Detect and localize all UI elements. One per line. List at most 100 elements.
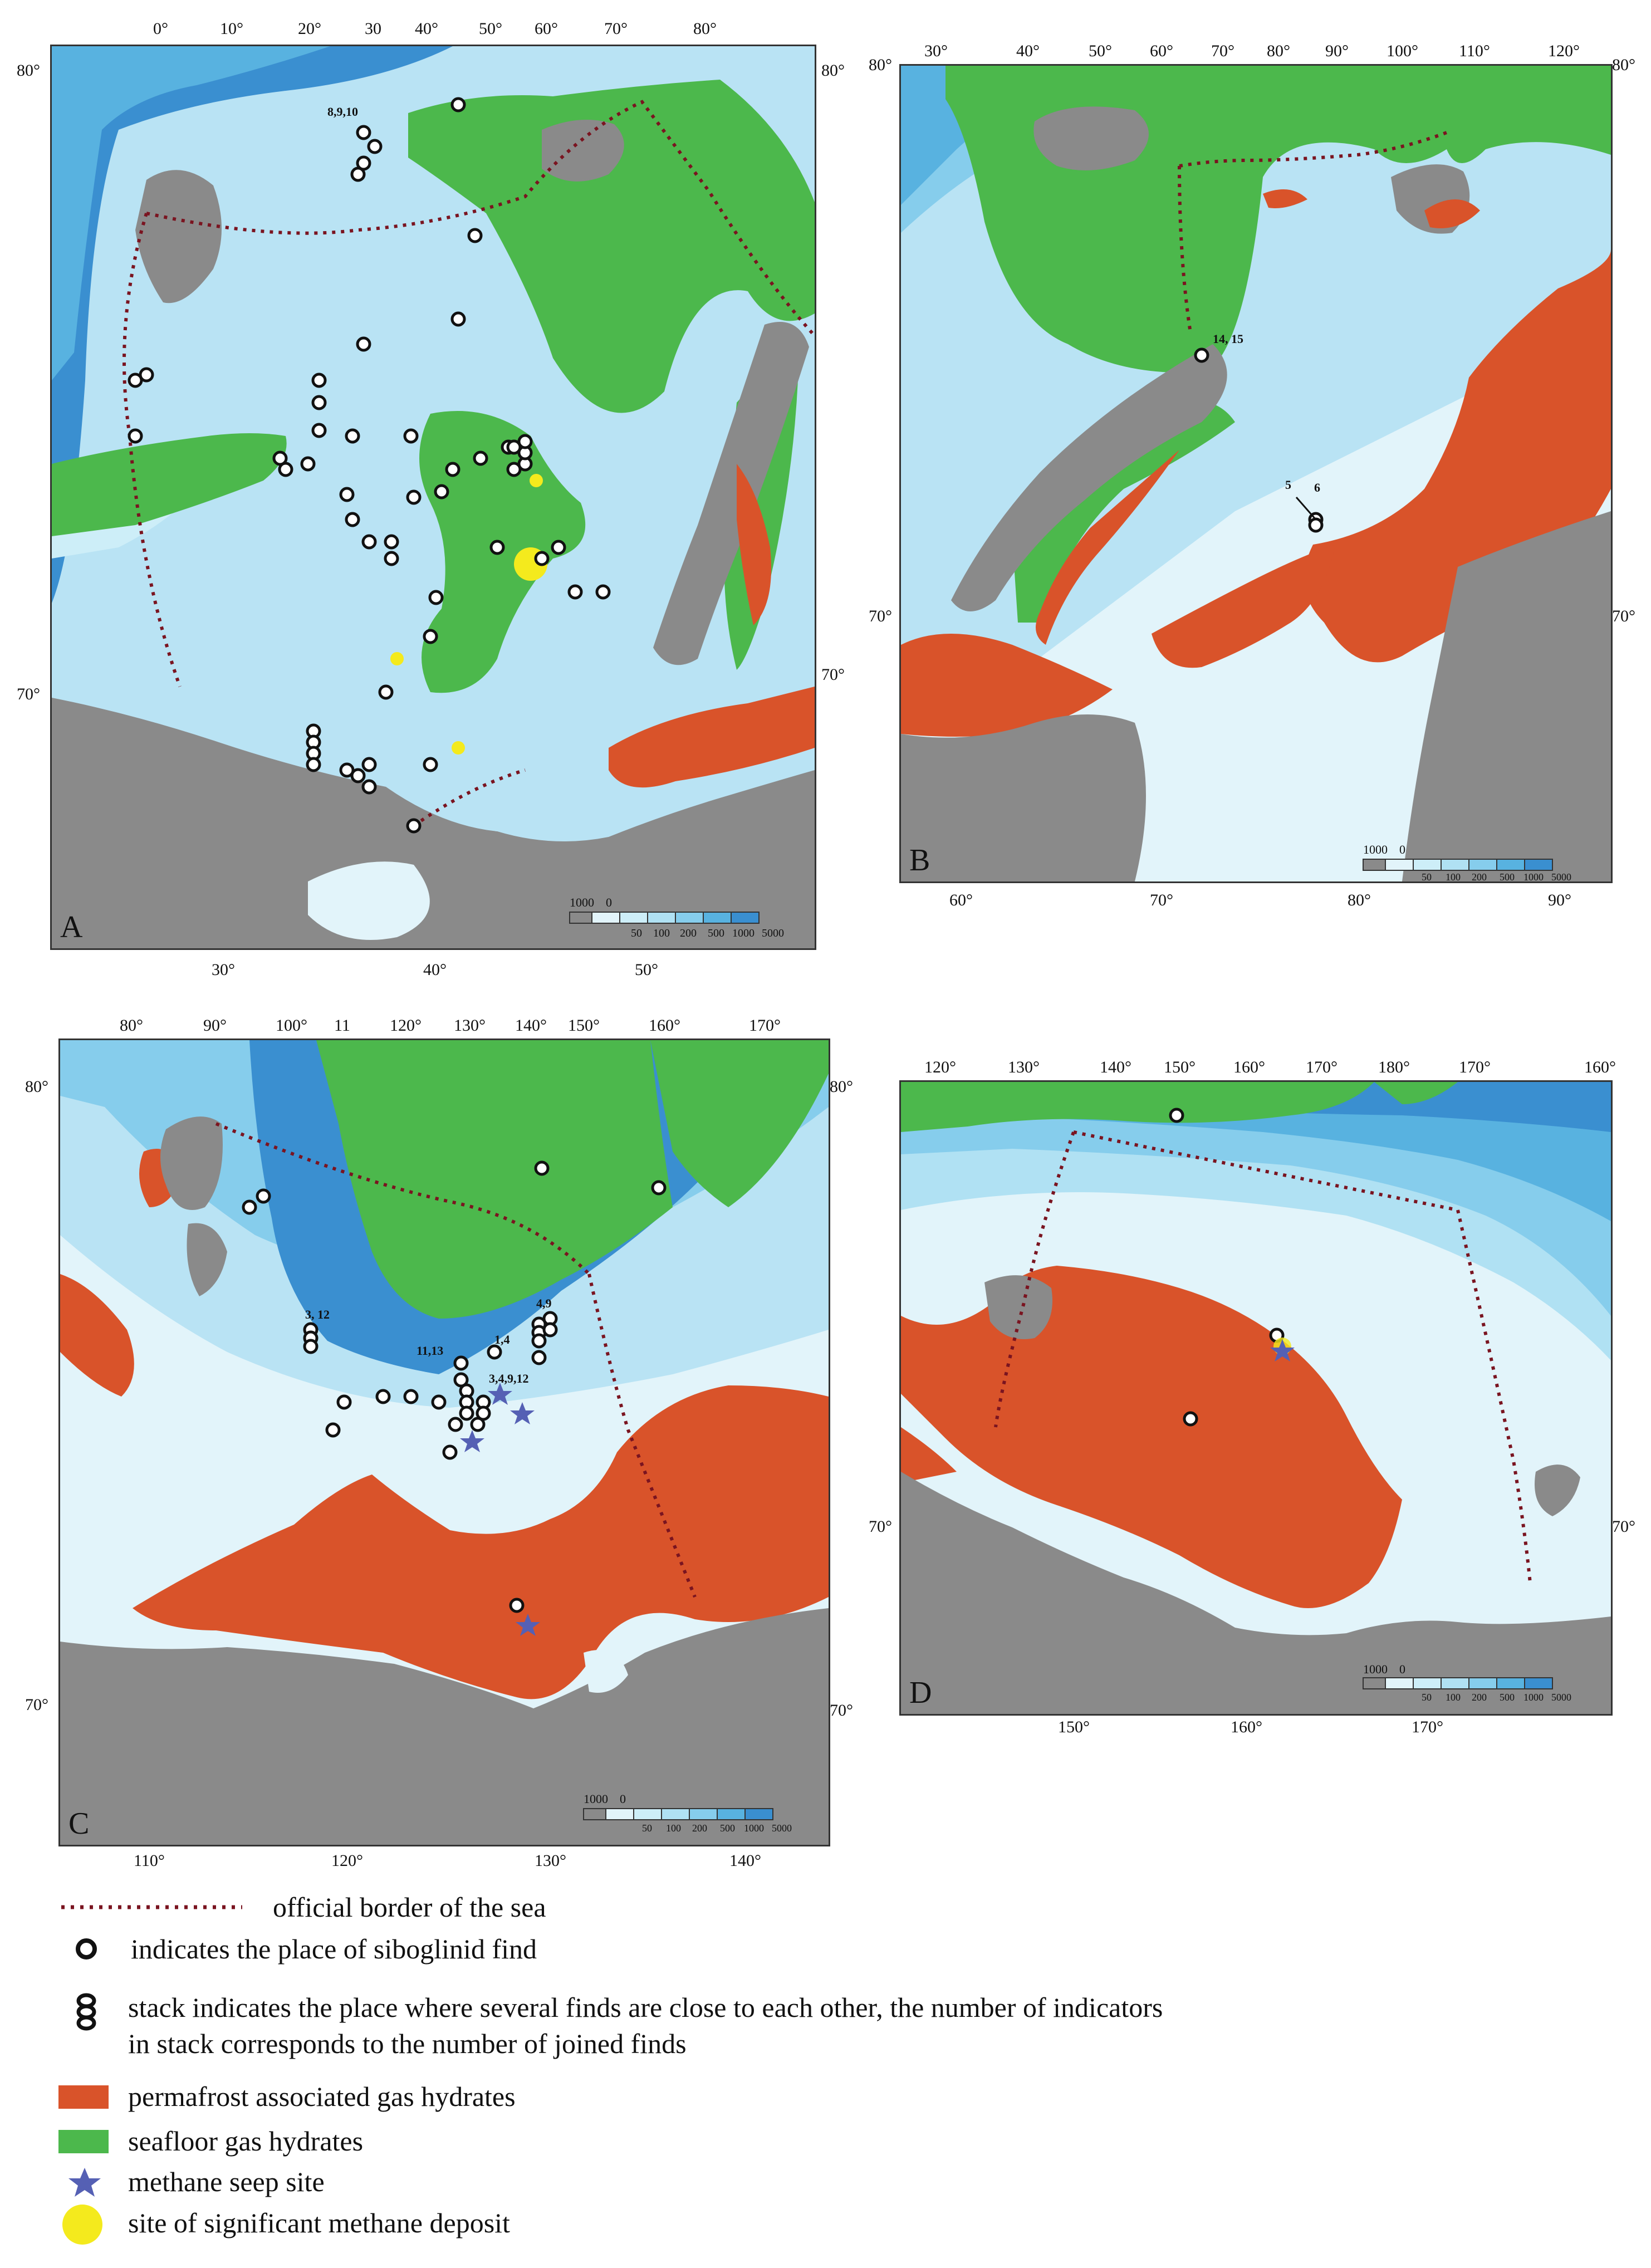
lon-label: 170°	[1412, 1718, 1443, 1736]
scale-label: 100	[653, 927, 670, 939]
green-swatch-icon	[58, 2130, 109, 2153]
scale-label: 500	[1500, 871, 1515, 883]
depth-scale-a	[569, 912, 760, 924]
scale-label: 200	[1472, 871, 1487, 883]
depth-scale-c	[583, 1808, 773, 1820]
lon-label: 50°	[479, 19, 502, 38]
site-label: 8,9,10	[327, 105, 358, 119]
lon-label: 80°	[693, 19, 717, 38]
lon-label: 30°	[212, 961, 235, 979]
lon-label: 70°	[1211, 42, 1234, 60]
lat-label: 70°	[830, 1701, 853, 1720]
lon-label: 150°	[568, 1016, 600, 1035]
lon-label: 170°	[1459, 1058, 1491, 1076]
scale-label: 0	[1399, 1662, 1405, 1676]
scale-label: 5000	[772, 1823, 792, 1834]
lat-label: 70°	[821, 665, 845, 684]
lon-label: 40°	[415, 19, 438, 38]
map-panel-c: 3, 12 11,13 1,4 4,9 3,4,9,12 1000 0 50 1…	[58, 1039, 830, 1846]
site-label: 4,9	[536, 1296, 552, 1310]
legend-text: permafrost associated gas hydrates	[128, 2081, 516, 2112]
scale-label: 100	[666, 1823, 681, 1834]
lon-label: 130°	[1008, 1058, 1040, 1076]
lat-label: 80°	[869, 56, 892, 74]
scale-label: 200	[680, 927, 697, 939]
lon-label: 50°	[1089, 42, 1112, 60]
lon-label: 110°	[1459, 42, 1490, 60]
lon-label: 140°	[1100, 1058, 1131, 1076]
dotted-border-icon	[61, 1905, 242, 1909]
scale-label: 1000	[744, 1823, 764, 1834]
site-label: 6	[1314, 481, 1320, 494]
scale-label: 0	[1399, 842, 1405, 856]
lat-label: 80°	[17, 61, 40, 80]
legend-text: stack indicates the place where several …	[128, 1992, 1163, 2023]
site-label: 3,4,9,12	[489, 1371, 529, 1385]
scale-label: 1000	[584, 1792, 608, 1806]
scale-label: 1000	[1523, 1692, 1544, 1703]
lon-label: 130°	[535, 1851, 566, 1870]
scale-label: 5000	[1551, 1692, 1571, 1703]
site-label: 11,13	[417, 1344, 444, 1358]
lon-label: 30	[365, 19, 381, 38]
map-a-graphic	[52, 46, 815, 948]
lon-label: 160°	[1584, 1058, 1616, 1076]
yellow-dot-icon	[62, 2205, 102, 2245]
scale-label: 200	[692, 1823, 707, 1834]
lat-label: 80°	[1612, 56, 1635, 74]
scale-label: 50	[642, 1823, 652, 1834]
depth-scale-d	[1363, 1677, 1553, 1689]
lon-label: 40°	[1016, 42, 1040, 60]
legend-text-continued: in stack corresponds to the number of jo…	[128, 2028, 687, 2059]
lat-label: 70°	[1612, 607, 1635, 625]
scale-label: 50	[631, 927, 642, 939]
lon-label: 170°	[1306, 1058, 1338, 1076]
site-label: 5	[1285, 478, 1291, 492]
scale-label: 1000	[1523, 871, 1544, 883]
lon-label: 60°	[1150, 42, 1173, 60]
lat-label: 80°	[821, 61, 845, 80]
lon-label: 130°	[454, 1016, 486, 1035]
depth-scale-b	[1363, 859, 1553, 871]
lon-label: 160°	[649, 1016, 680, 1035]
lat-label: 80°	[830, 1077, 853, 1096]
lon-label: 120°	[1548, 42, 1580, 60]
panel-letter-a: A	[60, 910, 83, 944]
lon-label: 60°	[535, 19, 558, 38]
lon-label: 150°	[1164, 1058, 1196, 1076]
lon-label: 90°	[1325, 42, 1349, 60]
scale-label: 5000	[762, 927, 784, 939]
lon-label: 160°	[1233, 1058, 1265, 1076]
lon-label: 70°	[1150, 891, 1173, 909]
lat-label: 70°	[869, 607, 892, 625]
lat-label: 70°	[1612, 1517, 1635, 1536]
panel-letter-c: C	[68, 1806, 90, 1841]
lat-label: 70°	[17, 685, 40, 703]
map-panel-d: 1000 0 50 100 200 500 1000 5000 D	[899, 1080, 1613, 1716]
scale-label: 100	[1446, 871, 1461, 883]
map-panel-b: 14, 15 5 6 1000 0 50 100 200 500 1000 50…	[899, 64, 1613, 883]
site-label: 14, 15	[1213, 332, 1243, 346]
scale-label: 200	[1472, 1692, 1487, 1703]
lon-label: 10°	[220, 19, 243, 38]
lon-label: 11	[334, 1016, 350, 1035]
map-b-graphic	[901, 66, 1611, 881]
lon-label: 120°	[331, 1851, 363, 1870]
legend-text: site of significant methane deposit	[128, 2207, 510, 2238]
lon-label: 70°	[604, 19, 628, 38]
panel-letter-b: B	[909, 843, 930, 878]
lon-label: 90°	[203, 1016, 227, 1035]
ring-icon	[76, 1938, 97, 1960]
lon-label: 80°	[1267, 42, 1290, 60]
scale-label: 1000	[1363, 842, 1388, 856]
scale-label: 50	[1422, 1692, 1432, 1703]
scale-label: 1000	[570, 895, 594, 909]
map-d-graphic	[901, 1082, 1611, 1714]
lon-label: 170°	[749, 1016, 781, 1035]
lon-label: 50°	[635, 961, 658, 979]
legend-text: indicates the place of siboglinid find	[131, 1933, 537, 1965]
panel-letter-d: D	[909, 1676, 932, 1710]
lon-label: 160°	[1231, 1718, 1262, 1736]
lon-label: 120°	[390, 1016, 422, 1035]
lon-label: 140°	[729, 1851, 761, 1870]
